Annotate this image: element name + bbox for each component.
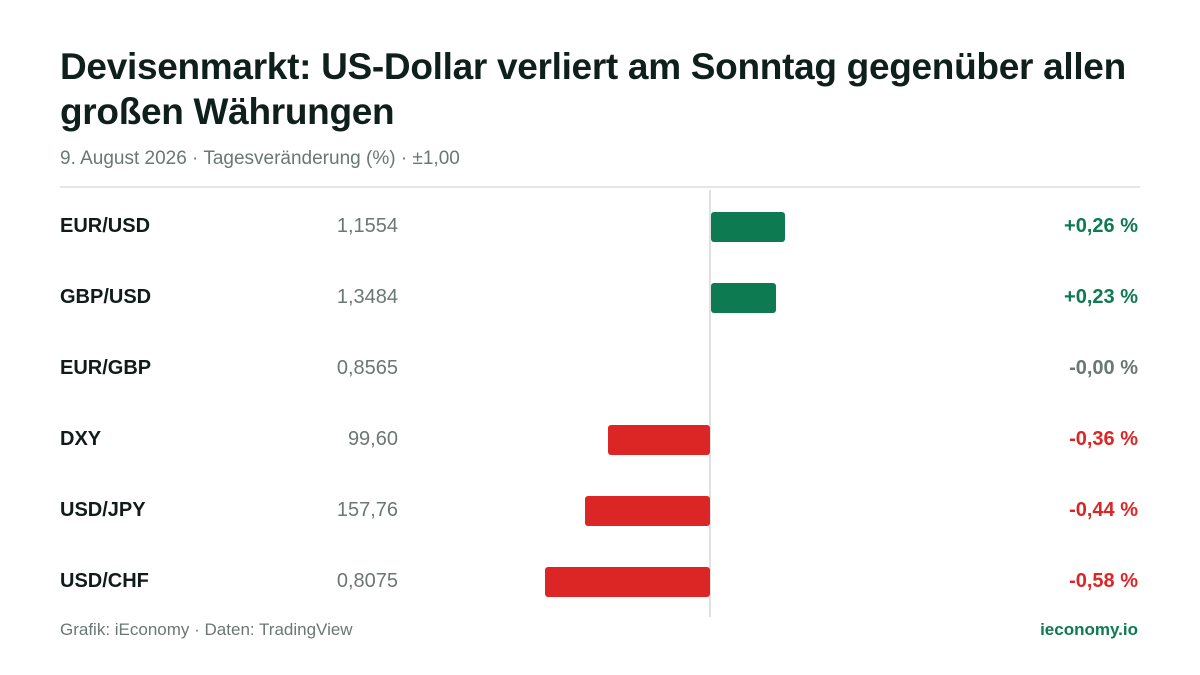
fx-row: USD/JPY 157,76 -0,44 %: [60, 475, 1140, 546]
brand-link[interactable]: ieconomy.io: [1040, 620, 1138, 639]
percent-change-label: -0,36 %: [1069, 428, 1138, 450]
source-note: Grafik: iEconomy · Daten: TradingView: [60, 620, 353, 639]
positive-change-bar: [711, 212, 785, 242]
percent-change-label: +0,23 %: [1064, 286, 1138, 308]
exchange-rate-value: 157,76: [336, 499, 398, 521]
negative-change-bar: [607, 425, 710, 455]
currency-pair-label: DXY: [60, 428, 102, 450]
zero-axis-line: [709, 190, 711, 617]
percent-change-label: +0,26 %: [1064, 215, 1138, 237]
currency-pair-label: EUR/GBP: [60, 357, 152, 379]
percent-change-label: -0,44 %: [1069, 499, 1138, 521]
exchange-rate-value: 99,60: [347, 428, 398, 450]
currency-pair-label: USD/JPY: [60, 499, 146, 521]
currency-pair-label: USD/CHF: [60, 570, 149, 592]
negative-change-bar: [585, 496, 710, 526]
fx-row: GBP/USD 1,3484 +0,23 %: [60, 262, 1140, 333]
fx-row: EUR/USD 1,1554 +0,26 %: [60, 191, 1140, 262]
header-divider: [60, 186, 1140, 188]
exchange-rate-value: 0,8075: [336, 570, 398, 592]
negative-change-bar: [545, 567, 710, 597]
fx-row: DXY 99,60 -0,36 %: [60, 404, 1140, 475]
exchange-rate-value: 1,1554: [336, 215, 398, 237]
exchange-rate-value: 1,3484: [336, 286, 398, 308]
fx-row: EUR/GBP 0,8565 -0,00 %: [60, 333, 1140, 404]
fx-row: USD/CHF 0,8075 -0,58 %: [60, 546, 1140, 617]
currency-pair-label: GBP/USD: [60, 286, 152, 308]
positive-change-bar: [711, 283, 777, 313]
chart-title: Devisenmarkt: US-Dollar verliert am Sonn…: [60, 46, 1126, 132]
currency-pair-label: EUR/USD: [60, 215, 151, 237]
chart-subtitle: 9. August 2026 · Tagesveränderung (%) · …: [60, 148, 460, 169]
percent-change-label: -0,58 %: [1069, 570, 1138, 592]
percent-change-label: -0,00 %: [1069, 357, 1138, 379]
exchange-rate-value: 0,8565: [336, 357, 398, 379]
